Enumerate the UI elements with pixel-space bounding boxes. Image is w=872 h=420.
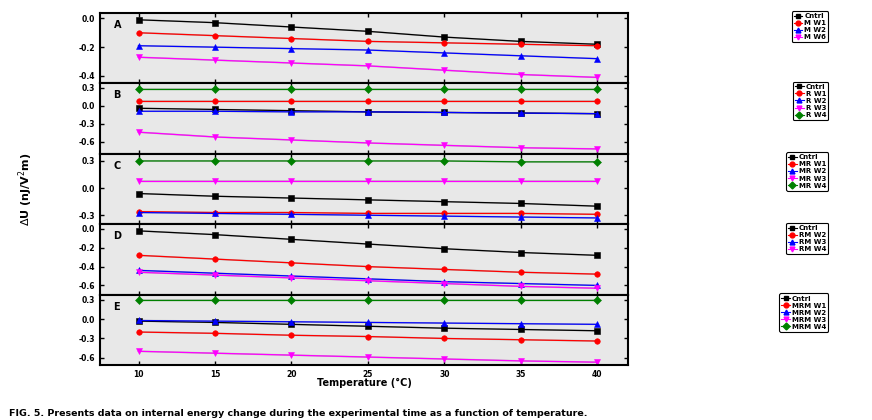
Legend: Cntrl, M W1, M W2, M W6: Cntrl, M W1, M W2, M W6 [792, 11, 828, 42]
Text: A: A [113, 20, 121, 30]
Legend: Cntrl, MR W1, MR W2, MR W3, MR W4: Cntrl, MR W1, MR W2, MR W3, MR W4 [787, 152, 828, 191]
Text: D: D [113, 231, 121, 241]
Text: C: C [113, 161, 120, 171]
Legend: Cntrl, RM W2, RM W3, RM W4: Cntrl, RM W2, RM W3, RM W4 [787, 223, 828, 254]
Text: Temperature (°C): Temperature (°C) [317, 378, 412, 388]
Text: B: B [113, 90, 121, 100]
Text: E: E [113, 302, 120, 312]
Legend: Cntrl, R W1, R W2, R W3, R W4: Cntrl, R W1, R W2, R W3, R W4 [794, 82, 828, 120]
Text: FIG. 5. Presents data on internal energy change during the experimental time as : FIG. 5. Presents data on internal energy… [9, 409, 587, 418]
Legend: Cntrl, MRM W1, MRM W2, MRM W3, MRM W4: Cntrl, MRM W1, MRM W2, MRM W3, MRM W4 [780, 294, 828, 332]
Text: $\Delta$U (nJ/V$^2$m): $\Delta$U (nJ/V$^2$m) [17, 152, 36, 226]
